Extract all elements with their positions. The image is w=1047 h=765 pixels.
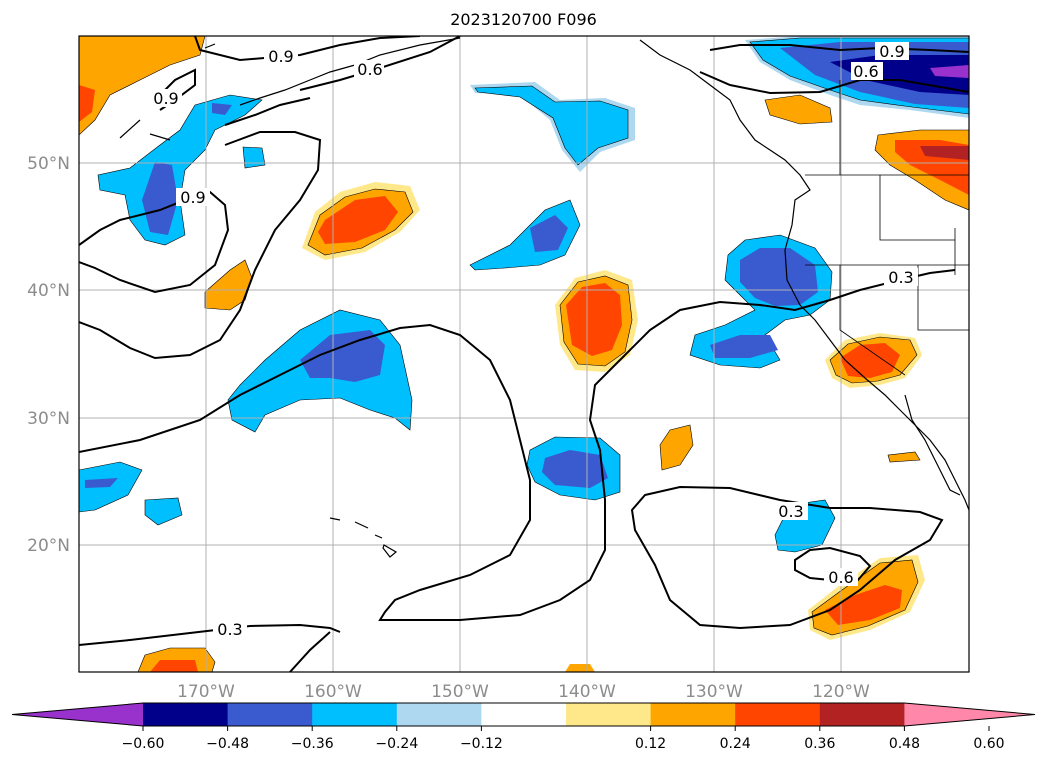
contour-label: 0.6: [853, 62, 878, 81]
lat-label-40n: 40°N: [27, 281, 70, 301]
lat-label-30n: 30°N: [27, 409, 70, 429]
positive-anomaly-core: [318, 196, 398, 244]
colorbar: [11, 702, 1036, 727]
state-border: [879, 175, 955, 241]
contour-label: 0.9: [879, 42, 904, 61]
political-borders: [805, 80, 969, 376]
colorbar-tick-label: 0.60: [973, 736, 1004, 752]
lon-label-160w: 160°W: [304, 682, 362, 702]
contour-label: 0.6: [357, 60, 382, 79]
lon-label-140w: 140°W: [558, 682, 616, 702]
coastlines: [119, 37, 969, 558]
north-america-coastline: [639, 39, 969, 511]
colorbar-tick-label: −0.60: [122, 736, 165, 752]
positive-anomaly-core: [825, 585, 902, 625]
negative-anomaly-core: [85, 478, 118, 488]
contour-labels: 0.9 0.6 0.9 0.9 0.9 0.6 0.3 0.3 0.6 0.3: [150, 42, 918, 639]
positive-anomaly-region: [79, 36, 206, 136]
colorbar-segment: [312, 703, 398, 726]
negative-anomaly-region: [144, 497, 183, 526]
contour-line: [699, 71, 969, 95]
map-title: 2023120700 F096: [450, 10, 597, 29]
negative-anomaly-region: [242, 146, 266, 169]
state-border: [917, 265, 969, 331]
contour-line: [794, 546, 872, 581]
latitude-axis: 50°N 40°N 30°N 20°N: [27, 154, 70, 556]
colorbar-tick-label: −0.36: [291, 736, 334, 752]
colorbar-segment: [819, 703, 905, 726]
contour-line: [79, 190, 230, 294]
negative-anomaly-core: [142, 162, 178, 235]
contour-line: [709, 44, 969, 53]
contour-label: 0.9: [153, 89, 178, 108]
negative-anomaly-core: [710, 335, 778, 358]
positive-anomaly-core: [150, 660, 198, 672]
colorbar-ticks: −0.60 −0.48 −0.36 −0.24 −0.12 0.12 0.24 0.36 0.4…: [122, 726, 1005, 752]
lon-label-130w: 130°W: [685, 682, 743, 702]
colorbar-extend-min: [12, 703, 143, 726]
contour-line: [289, 631, 331, 672]
colorbar-tick-label: 0.36: [804, 736, 835, 752]
negative-anomaly-core: [740, 248, 818, 306]
positive-anomaly-region: [887, 451, 921, 463]
contour-line: [224, 97, 311, 126]
positive-anomaly-region: [659, 424, 694, 471]
baja-coastline: [904, 394, 961, 496]
contour-label: 0.3: [888, 268, 913, 287]
positive-anomaly-core: [566, 283, 622, 356]
contour-line: [79, 623, 341, 646]
negative-anomaly-core: [930, 65, 969, 78]
alaska-coastline: [119, 37, 461, 141]
lon-label-120w: 120°W: [812, 682, 870, 702]
colorbar-segment: [735, 703, 821, 726]
colorbar-segment: [481, 703, 567, 726]
contour-line: [630, 485, 944, 630]
positive-anomaly-core: [79, 85, 95, 122]
negative-anomaly-region: [97, 94, 263, 246]
negative-anomaly-core: [542, 450, 608, 488]
negative-anomaly-core: [212, 103, 232, 115]
contour-line: [79, 269, 956, 621]
colorbar-segment: [396, 703, 482, 726]
lon-label-150w: 150°W: [431, 682, 489, 702]
positive-anomaly-region: [764, 94, 833, 125]
colorbar-extend-max: [904, 703, 1035, 726]
colorbar-segment: [143, 703, 229, 726]
colorbar-segment: [650, 703, 736, 726]
lat-label-20n: 20°N: [27, 536, 70, 556]
contour-label: 0.3: [217, 620, 242, 639]
contour-line: [194, 36, 421, 62]
positive-anomaly-core: [920, 146, 969, 160]
negative-anomaly-core: [300, 330, 385, 382]
contour-label: 0.3: [778, 502, 803, 521]
contour-label: 0.9: [268, 47, 293, 66]
negative-anomaly-core: [530, 215, 568, 252]
colorbar-tick-label: −0.24: [375, 736, 418, 752]
colorbar-segment: [566, 703, 652, 726]
colorbar-segment: [227, 703, 313, 726]
negative-anomaly-region: [474, 85, 629, 166]
colorbar-tick-label: −0.48: [206, 736, 249, 752]
map-frame: [78, 35, 970, 673]
positive-anomaly-region: [565, 664, 595, 672]
colorbar-tick-label: −0.12: [460, 736, 503, 752]
colorbar-tick-label: 0.24: [720, 736, 751, 752]
contour-label: 0.9: [180, 188, 205, 207]
state-border: [839, 265, 906, 376]
colorbar-tick-label: 0.48: [889, 736, 920, 752]
colorbar-tick-label: 0.12: [635, 736, 666, 752]
longitude-axis: 170°W 160°W 150°W 140°W 130°W 120°W: [177, 682, 870, 702]
hawaii-islands: [329, 517, 398, 558]
lat-label-50n: 50°N: [27, 154, 70, 174]
gridlines: [79, 36, 969, 672]
lon-label-170w: 170°W: [177, 682, 235, 702]
contour-label: 0.6: [828, 568, 853, 587]
negative-anomaly-region: [79, 461, 143, 513]
contour-line: [79, 131, 322, 360]
